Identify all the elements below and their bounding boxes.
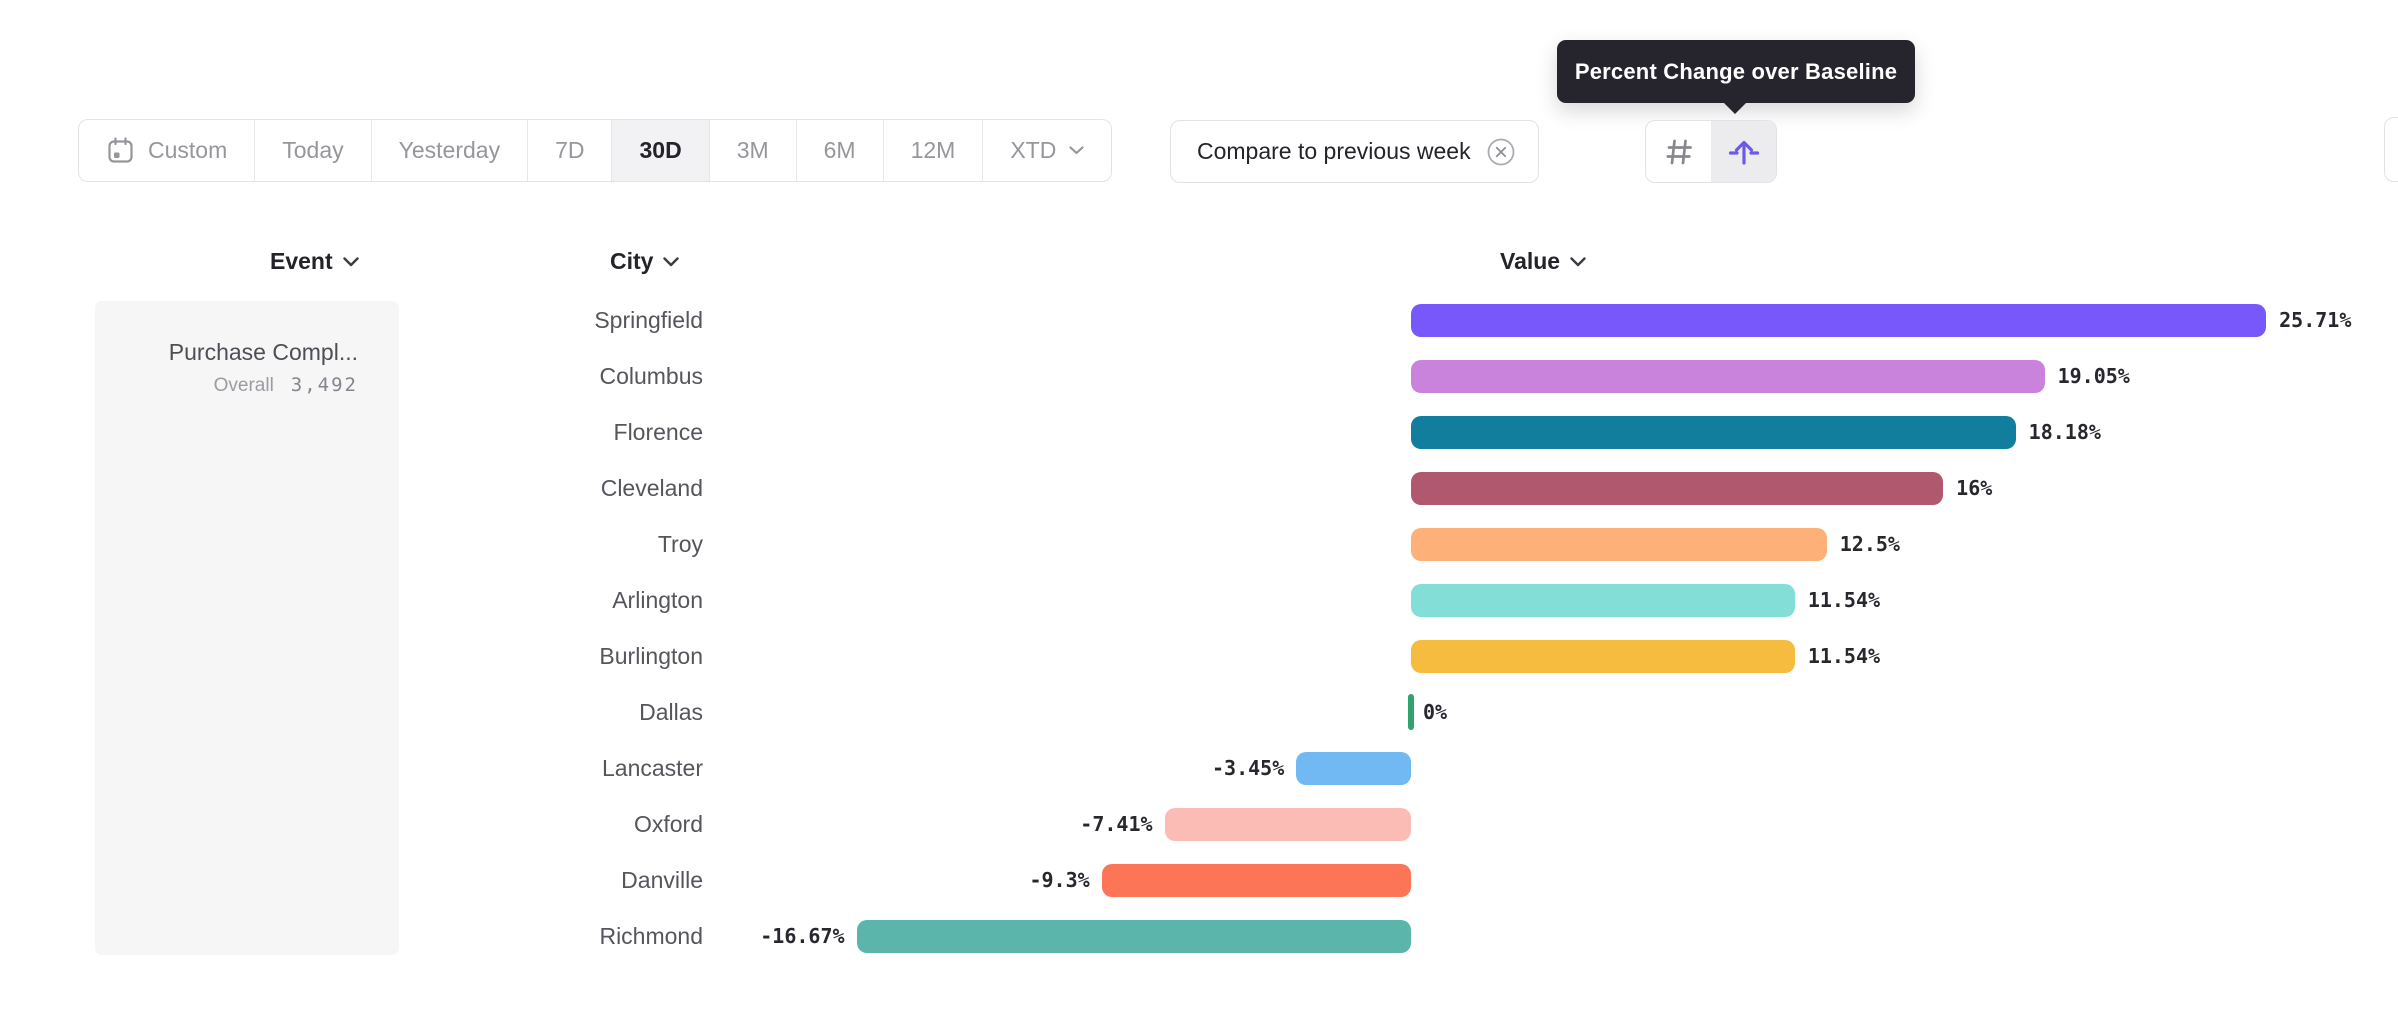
column-header-value-label: Value — [1500, 248, 1561, 274]
city-label: Dallas — [639, 699, 703, 725]
chevron-down-icon — [342, 256, 359, 267]
bar-value-label: -9.3% — [1029, 867, 1090, 892]
tooltip-percent-change-over-baseline: Percent Change over Baseline — [1557, 40, 1915, 114]
bar-arlington[interactable] — [1411, 583, 1795, 617]
city-label: Cleveland — [600, 475, 703, 501]
calendar-icon — [106, 136, 135, 165]
column-header-event[interactable]: Event — [270, 248, 359, 275]
date-range-7d[interactable]: 7D — [528, 120, 613, 181]
overall-label: Overall — [213, 375, 274, 396]
clipped-right-button[interactable] — [2384, 117, 2398, 182]
date-range-label: 12M — [910, 137, 956, 163]
bar-cleveland[interactable] — [1411, 471, 1944, 505]
bar-richmond[interactable] — [856, 919, 1411, 953]
column-header-city-label: City — [610, 248, 654, 274]
hash-icon — [1662, 135, 1696, 169]
bar-value-label: -7.41% — [1080, 811, 1153, 836]
column-header-value[interactable]: Value — [1500, 248, 1586, 275]
city-label: Burlington — [599, 643, 703, 669]
city-label: Lancaster — [601, 755, 703, 781]
bar-florence[interactable] — [1411, 415, 2016, 449]
date-range-label: 3M — [736, 137, 769, 163]
date-range-3m[interactable]: 3M — [710, 120, 797, 181]
tooltip-pointer — [1723, 102, 1747, 114]
bar-danville[interactable] — [1101, 863, 1411, 897]
chevron-down-icon — [663, 256, 680, 267]
bar-value-label: 0% — [1423, 699, 1448, 724]
date-range-label: 6M — [823, 137, 856, 163]
compare-label: Compare to previous week — [1197, 138, 1471, 164]
zero-baseline-tick[interactable] — [1408, 694, 1414, 730]
city-label: Troy — [657, 531, 703, 557]
tooltip-text: Percent Change over Baseline — [1574, 58, 1898, 84]
city-label: Danville — [621, 867, 703, 893]
bar-burlington[interactable] — [1411, 639, 1795, 673]
bar-value-label: 11.54% — [1807, 587, 1881, 612]
overall-value: 3,492 — [290, 374, 358, 396]
percent-change-view-button[interactable] — [1711, 121, 1776, 182]
date-range-yesterday[interactable]: Yesterday — [372, 120, 529, 181]
date-range-label: XTD — [1010, 137, 1057, 163]
date-range-12m[interactable]: 12M — [884, 120, 984, 181]
city-label: Richmond — [599, 923, 703, 949]
date-range-label: Custom — [148, 137, 228, 163]
date-range-today[interactable]: Today — [255, 120, 372, 181]
date-range-label: 30D — [639, 137, 682, 163]
bar-oxford[interactable] — [1164, 807, 1411, 841]
city-label: Columbus — [599, 363, 703, 389]
date-range-label: Yesterday — [398, 137, 501, 163]
city-label: Oxford — [633, 811, 703, 837]
date-range-label: Today — [282, 137, 344, 163]
bar-value-label: 16% — [1956, 475, 1993, 500]
bar-value-label: 11.54% — [1807, 643, 1881, 668]
column-header-city[interactable]: City — [610, 248, 680, 275]
chevron-down-icon — [1069, 146, 1084, 155]
column-header-event-label: Event — [270, 248, 333, 274]
bar-value-label: -3.45% — [1212, 755, 1285, 780]
compare-to-previous-week-pill[interactable]: Compare to previous week — [1170, 120, 1539, 183]
city-label: Springfield — [594, 307, 703, 333]
bar-troy[interactable] — [1411, 527, 1827, 561]
date-range-6m[interactable]: 6M — [797, 120, 884, 181]
bar-lancaster[interactable] — [1296, 751, 1411, 785]
event-overall-row: Overall 3,492 — [95, 374, 358, 397]
bar-springfield[interactable] — [1411, 303, 2267, 337]
chart-value-view-toggle — [1645, 120, 1777, 183]
date-range-label: 7D — [555, 137, 585, 163]
event-name[interactable]: Purchase Compl... — [168, 339, 358, 365]
numbers-view-button[interactable] — [1646, 121, 1711, 182]
chevron-down-icon — [1570, 256, 1586, 267]
lift-arrow-icon — [1726, 134, 1762, 170]
bar-value-label: 18.18% — [2028, 419, 2101, 444]
circle-x-icon[interactable] — [1486, 137, 1516, 167]
date-range-custom[interactable]: Custom — [79, 120, 256, 181]
date-range-xtd[interactable]: XTD — [983, 120, 1111, 181]
date-range-toolbar: Custom Today Yesterday 7D 30D 3M 6M 12M XTD — [78, 119, 1113, 182]
city-label: Florence — [613, 419, 703, 445]
city-label: Arlington — [612, 587, 703, 613]
bar-columbus[interactable] — [1411, 359, 2045, 393]
date-range-30d[interactable]: 30D — [612, 120, 710, 181]
event-panel: Purchase Compl... Overall 3,492 — [95, 301, 399, 955]
bar-value-label: -16.67% — [760, 923, 845, 948]
bar-value-label: 25.71% — [2279, 307, 2352, 332]
bar-value-label: 19.05% — [2057, 363, 2130, 388]
bar-value-label: 12.5% — [1839, 531, 1900, 556]
